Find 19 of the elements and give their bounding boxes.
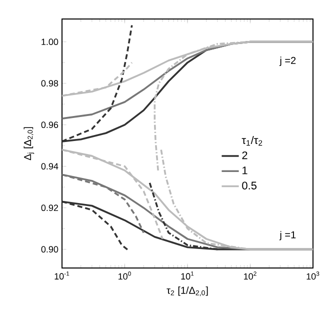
legend-label: 0.5 (242, 182, 257, 190)
legend-title: τ$_{1}$/τ$_{2}$ (242, 136, 262, 146)
y-tick-label: 0.94 (41, 163, 58, 170)
y-tick-label: 0.96 (41, 122, 58, 128)
legend-label: 1 (242, 166, 248, 174)
y-tick-label: 0.92 (41, 204, 58, 212)
annotation: j =1 (279, 230, 296, 240)
y-tick-label: 0.90 (41, 246, 58, 253)
x-tick-label: 10$^{3}$ (306, 272, 320, 280)
y-axis-title: Δ$_{j}$ [Δ$_{2,0}$] (24, 127, 34, 160)
x-tick-label: 10$^{0}$ (118, 272, 131, 280)
legend-label: 2 (242, 151, 248, 160)
y-tick-label: 1.00 (42, 38, 58, 46)
annotation: j =2 (279, 56, 296, 66)
x-axis-title: τ$_{2}$ [1/Δ$_{2,0}$] (166, 286, 208, 296)
x-tick-label: 10$^{1}$ (181, 272, 194, 280)
x-tick-label: 10$^{2}$ (244, 272, 256, 280)
x-tick-label: 10$^{-1}$ (54, 272, 70, 280)
y-tick-label: 0.98 (41, 80, 58, 87)
